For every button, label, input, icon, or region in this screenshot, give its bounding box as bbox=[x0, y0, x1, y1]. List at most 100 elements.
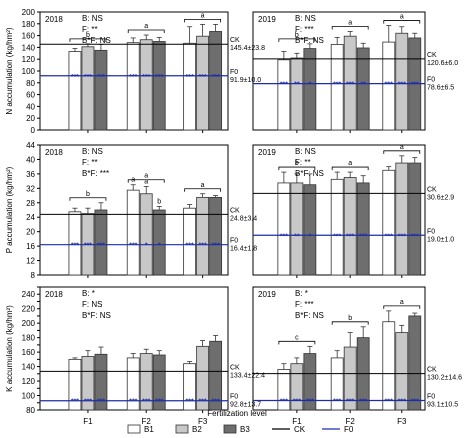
x-axis-title: Fertilization level bbox=[207, 409, 267, 418]
bar-B1-F2 bbox=[126, 42, 140, 131]
sig-stars-f0: *** bbox=[71, 399, 79, 406]
group-bracket bbox=[278, 38, 316, 42]
ck-label: CK bbox=[230, 207, 240, 214]
group-letter: a bbox=[400, 144, 404, 151]
sig-stars-f0: *** bbox=[71, 243, 79, 250]
y-tick-label: 160 bbox=[22, 348, 36, 357]
sig-stars-f0: *** bbox=[280, 399, 288, 406]
y-tick-label: 0 bbox=[31, 126, 36, 135]
group-bracket bbox=[278, 166, 316, 171]
stat-line: F: ** bbox=[295, 158, 311, 167]
bar-B2-F1 bbox=[290, 182, 304, 276]
bar-B3-F3 bbox=[408, 162, 422, 276]
pair-letter: a bbox=[144, 179, 148, 186]
stat-line: B*F: NS bbox=[82, 36, 111, 45]
sig-stars-f0: *** bbox=[346, 233, 354, 240]
y-axis-label: P accumulation (kg/hm²) bbox=[5, 166, 14, 253]
y-tick-label: 120 bbox=[22, 377, 36, 386]
ck-label: CK bbox=[427, 52, 437, 59]
legend-swatch-B1 bbox=[127, 424, 141, 434]
group-bracket bbox=[69, 197, 107, 201]
bar-B1-F1 bbox=[277, 182, 291, 276]
group-letter: a bbox=[400, 14, 404, 21]
stat-line: B*F: NS bbox=[295, 311, 324, 320]
group-bracket bbox=[383, 305, 421, 309]
y-tick-label: 100 bbox=[22, 67, 36, 76]
sig-stars-f0: * bbox=[145, 243, 148, 250]
ck-label: CK bbox=[427, 367, 437, 374]
f0-label: F0 bbox=[230, 69, 238, 76]
panel-2019-1: *** ** *b*** *** **a*** *** ***aCK120.6±6.0F07… bbox=[252, 11, 458, 133]
group-bracket bbox=[184, 18, 222, 23]
sig-stars-f0: *** bbox=[385, 82, 393, 89]
group-letter: b bbox=[295, 160, 299, 167]
bar-B1-F3 bbox=[183, 42, 197, 131]
bar-B2-F3 bbox=[196, 196, 210, 276]
sig-stars-f0: *** bbox=[333, 82, 341, 89]
x-category-label: F1 bbox=[83, 417, 93, 426]
sig-stars-f0: *** bbox=[155, 74, 163, 81]
stat-line: B: * bbox=[295, 289, 308, 298]
legend-swatch-B2 bbox=[175, 424, 189, 434]
sig-stars-f0: *** bbox=[359, 399, 367, 406]
panel-year: 2019 bbox=[258, 148, 276, 157]
group-bracket bbox=[383, 20, 421, 24]
y-tick-label: 160 bbox=[22, 32, 36, 41]
group-bracket bbox=[331, 321, 369, 325]
y-tick-label: 28 bbox=[26, 199, 35, 208]
group-bracket bbox=[184, 188, 222, 192]
y-tick-label: 80 bbox=[26, 406, 35, 415]
group-bracket bbox=[127, 179, 165, 183]
sig-stars-f0: *** bbox=[84, 74, 92, 81]
group-letter: a bbox=[201, 182, 205, 189]
stat-line: B*F: NS bbox=[295, 36, 324, 45]
sig-stars-f0: *** bbox=[129, 74, 137, 81]
y-tick-label: 60 bbox=[26, 91, 35, 100]
group-letter: a bbox=[144, 23, 148, 30]
f0-label: F0 bbox=[230, 394, 238, 401]
sig-stars-f0: *** bbox=[142, 399, 150, 406]
f0-label: F0 bbox=[230, 238, 238, 245]
bar-B1-F1 bbox=[277, 59, 291, 131]
y-tick-label: 44 bbox=[26, 141, 35, 150]
legend-label-F0: F0 bbox=[344, 425, 354, 434]
f0-label: F0 bbox=[427, 394, 435, 401]
bar-B2-F2 bbox=[139, 193, 153, 276]
sig-stars-f0: *** bbox=[84, 243, 92, 250]
bar-B3-F1 bbox=[94, 49, 108, 131]
f0-value: 78.6±6.5 bbox=[427, 85, 454, 92]
ck-label: CK bbox=[230, 364, 240, 371]
group-bracket bbox=[331, 26, 369, 30]
y-tick-label: 20 bbox=[26, 228, 35, 237]
group-bracket bbox=[383, 150, 421, 154]
legend-label-B2: B2 bbox=[192, 425, 202, 434]
sig-stars-f0: *** bbox=[398, 233, 406, 240]
stat-line: B*F: *** bbox=[82, 169, 109, 178]
ck-value: 24.8±3.4 bbox=[230, 215, 257, 222]
panel-2018-4: 80 100 120 140 160 180 200 220 240 K accumulation… bbox=[5, 286, 265, 426]
y-tick-label: 12 bbox=[26, 257, 35, 266]
ck-label: CK bbox=[230, 37, 240, 44]
y-tick-label: 20 bbox=[26, 114, 35, 123]
pair-letter: b bbox=[157, 198, 161, 205]
bar-B3-F1 bbox=[303, 184, 317, 276]
f0-value: 91.9±10.0 bbox=[230, 77, 261, 84]
panel-year: 2019 bbox=[258, 15, 276, 24]
legend-swatch-B3 bbox=[223, 424, 237, 434]
sig-stars-f0: *** bbox=[293, 399, 301, 406]
ck-value: 120.6±6.0 bbox=[427, 60, 458, 67]
sig-stars-f0: *** bbox=[411, 82, 419, 89]
sig-stars-f0: *** bbox=[346, 399, 354, 406]
y-tick-label: 180 bbox=[22, 20, 36, 29]
bar-B1-F3 bbox=[382, 169, 396, 276]
x-category-label: F2 bbox=[142, 417, 152, 426]
stat-line: B: NS bbox=[295, 14, 316, 23]
bar-B1-F1 bbox=[68, 51, 82, 131]
sig-stars-f0: *** bbox=[199, 399, 207, 406]
sig-stars-f0: *** bbox=[398, 399, 406, 406]
stat-line: B: NS bbox=[295, 147, 316, 156]
sig-stars-f0: *** bbox=[186, 243, 194, 250]
bar-B3-F1 bbox=[303, 48, 317, 131]
stat-line: F: ** bbox=[82, 25, 98, 34]
bar-B3-F2 bbox=[356, 182, 370, 276]
